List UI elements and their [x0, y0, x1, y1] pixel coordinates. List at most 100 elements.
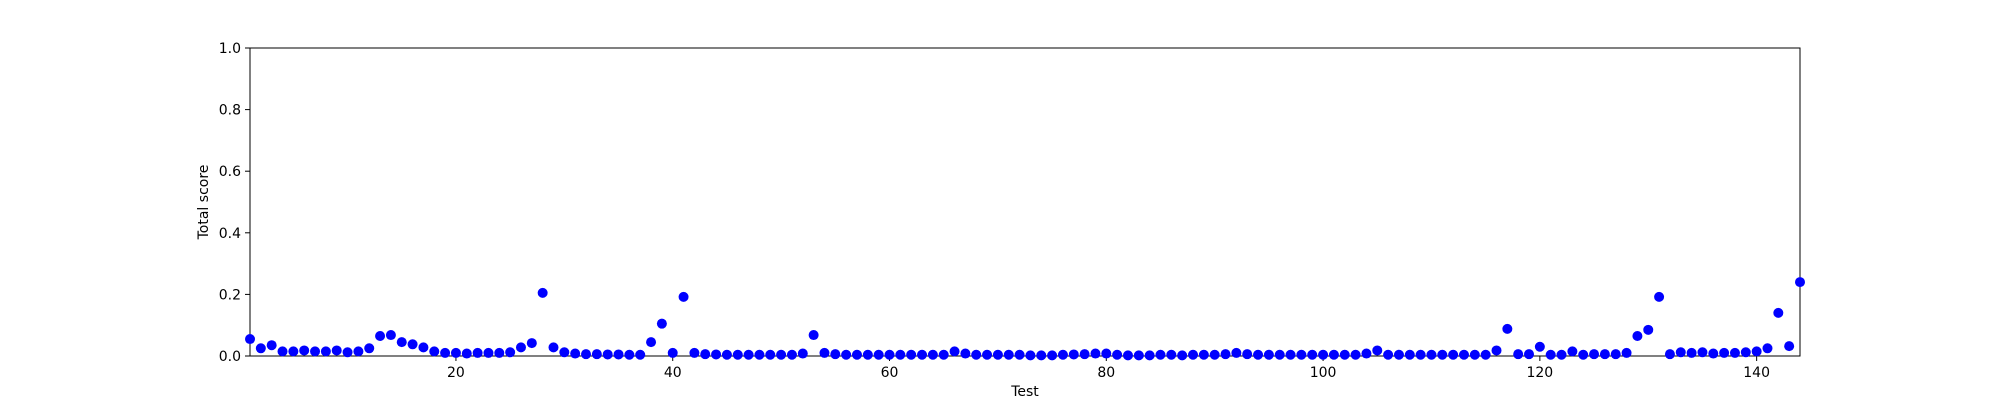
- data-point: [1524, 349, 1535, 360]
- data-point: [906, 349, 917, 360]
- data-point: [754, 349, 765, 360]
- data-point: [353, 346, 364, 357]
- data-point: [1166, 349, 1177, 360]
- data-point: [1762, 343, 1773, 354]
- data-point: [1274, 349, 1285, 360]
- data-point: [375, 330, 386, 341]
- data-point: [526, 338, 537, 349]
- data-point: [1220, 349, 1231, 360]
- y-axis-ticks: 0.0 0.2 0.4 0.6 0.8 1.0: [219, 41, 250, 365]
- data-point: [1036, 350, 1047, 361]
- data-point: [1751, 346, 1762, 357]
- data-point: [1654, 291, 1665, 302]
- data-point: [1361, 348, 1372, 359]
- data-point: [1133, 350, 1144, 361]
- data-point: [635, 349, 646, 360]
- data-point: [1242, 349, 1253, 360]
- data-points: [245, 277, 1805, 361]
- data-point: [1047, 350, 1058, 361]
- data-point: [494, 347, 505, 358]
- data-point: [1198, 349, 1209, 360]
- y-tick-label: 0.4: [219, 226, 241, 242]
- data-point: [288, 346, 299, 357]
- data-point: [299, 345, 310, 356]
- data-point: [1101, 348, 1112, 359]
- data-point: [982, 349, 993, 360]
- data-point: [1188, 349, 1199, 360]
- data-point: [385, 330, 396, 341]
- data-point: [1404, 349, 1415, 360]
- data-point: [450, 347, 461, 358]
- data-point: [559, 347, 570, 358]
- data-point: [1448, 349, 1459, 360]
- data-point: [1090, 348, 1101, 359]
- data-point: [1708, 348, 1719, 359]
- y-axis-label: Total score: [196, 165, 212, 241]
- data-point: [1643, 324, 1654, 335]
- data-point: [862, 349, 873, 360]
- data-point: [1469, 349, 1480, 360]
- data-point: [1437, 349, 1448, 360]
- data-point: [1350, 349, 1361, 360]
- plot-area: [249, 47, 1801, 357]
- data-point: [1545, 349, 1556, 360]
- data-point: [1664, 349, 1675, 360]
- data-point: [266, 340, 277, 351]
- data-point: [689, 347, 700, 358]
- data-point: [819, 347, 830, 358]
- data-point: [1285, 349, 1296, 360]
- data-point: [1393, 349, 1404, 360]
- data-point: [364, 343, 375, 354]
- data-point: [927, 349, 938, 360]
- data-point: [1729, 347, 1740, 358]
- data-point: [331, 345, 342, 356]
- data-point: [830, 349, 841, 360]
- data-point: [1318, 349, 1329, 360]
- data-point: [1144, 350, 1155, 361]
- data-point: [711, 349, 722, 360]
- data-point: [1773, 307, 1784, 318]
- data-point: [515, 342, 526, 353]
- data-point: [1632, 330, 1643, 341]
- data-point: [320, 346, 331, 357]
- data-point: [1784, 341, 1795, 352]
- data-point: [310, 346, 321, 357]
- data-point: [721, 349, 732, 360]
- data-point: [1534, 341, 1545, 352]
- data-point: [700, 349, 711, 360]
- data-point: [1209, 349, 1220, 360]
- data-point: [624, 349, 635, 360]
- data-point: [407, 339, 418, 350]
- data-point: [808, 330, 819, 341]
- data-point: [483, 347, 494, 358]
- data-point: [1112, 349, 1123, 360]
- data-point: [277, 346, 288, 357]
- data-point: [971, 349, 982, 360]
- data-point: [472, 347, 483, 358]
- data-point: [1589, 349, 1600, 360]
- data-point: [255, 343, 266, 354]
- data-point: [656, 318, 667, 329]
- data-point: [1003, 349, 1014, 360]
- data-point: [591, 349, 602, 360]
- x-tick-label: 100: [1310, 365, 1337, 381]
- data-point: [461, 348, 472, 359]
- data-point: [1795, 277, 1805, 288]
- data-point: [1177, 350, 1188, 361]
- data-point: [992, 349, 1003, 360]
- data-point: [1686, 347, 1697, 358]
- data-point: [1296, 349, 1307, 360]
- data-point: [1339, 349, 1350, 360]
- x-axis-label: Test: [1010, 384, 1039, 400]
- data-point: [776, 349, 787, 360]
- data-point: [537, 287, 548, 298]
- data-point: [1383, 349, 1394, 360]
- data-point: [613, 349, 624, 360]
- data-point: [797, 348, 808, 359]
- data-point: [646, 337, 657, 348]
- data-point: [440, 347, 451, 358]
- data-point: [505, 347, 516, 358]
- data-point: [667, 347, 678, 358]
- data-point: [960, 348, 971, 359]
- x-tick-label: 60: [881, 365, 899, 381]
